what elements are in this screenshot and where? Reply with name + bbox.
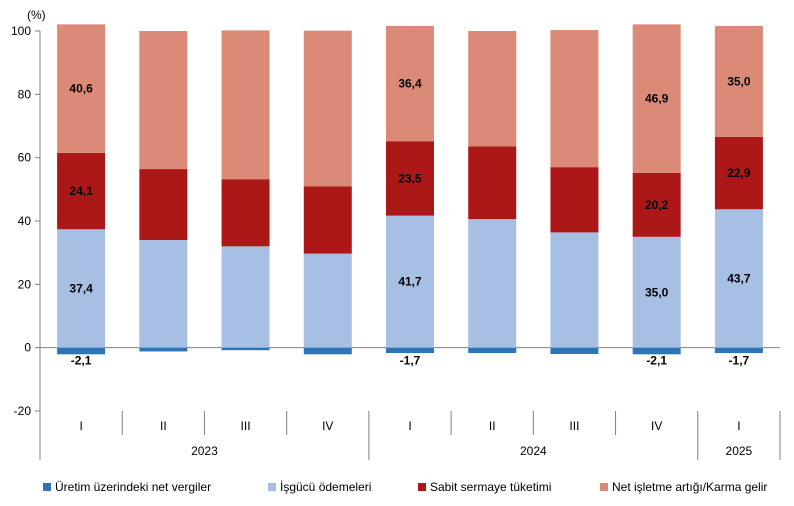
bar-segment-s2-6 <box>550 167 599 233</box>
bar-segment-s1-0 <box>57 229 106 348</box>
data-label: 35,0 <box>645 285 669 299</box>
y-unit-label: (%) <box>27 8 46 22</box>
x-tick-label: III <box>569 419 579 433</box>
x-tick-label: I <box>408 419 411 433</box>
data-label: 40,6 <box>69 82 93 96</box>
bar-layer <box>57 24 763 355</box>
data-label: 35,0 <box>727 74 751 88</box>
bar-segment-s1-5 <box>468 219 517 348</box>
legend-label: Net işletme artığı/Karma gelir <box>612 480 767 494</box>
data-label: -2,1 <box>71 354 92 368</box>
year-label: 2024 <box>520 444 547 458</box>
y-tick-label: 100 <box>11 24 31 38</box>
legend-swatch <box>43 483 51 491</box>
x-tick-label: I <box>79 419 82 433</box>
bar-segment-s2-4 <box>386 141 434 216</box>
bar-segment-s3-0 <box>57 24 106 153</box>
bar-segment-s1-8 <box>714 209 763 348</box>
bar-segment-s1-2 <box>221 246 270 348</box>
x-tick-label: II <box>160 419 167 433</box>
y-tick-label: 40 <box>18 214 32 228</box>
bar-segment-s1-4 <box>386 215 434 348</box>
y-tick-label: 0 <box>24 341 31 355</box>
legend-label: Sabit sermaye tüketimi <box>430 480 551 494</box>
x-tick-label: IV <box>651 419 662 433</box>
bar-segment-s2-3 <box>303 186 352 254</box>
bar-segment-s3-8 <box>714 25 763 137</box>
data-label: -1,7 <box>729 354 750 368</box>
data-label-layer: -2,1 -1,7 -2,1 -1,7 37,4 41,7 35,0 43,7 24,1 23,5… <box>69 74 750 367</box>
data-label: 37,4 <box>69 281 93 295</box>
y-tick-label: 80 <box>18 87 32 101</box>
bar-segment-s3-7 <box>632 24 681 173</box>
bar-segment-s2-1 <box>139 169 188 240</box>
data-label: 20,2 <box>645 198 669 212</box>
data-label: 23,5 <box>398 171 422 185</box>
x-tick-label: I <box>737 419 740 433</box>
bar-segment-s3-1 <box>139 31 188 170</box>
data-label: 36,4 <box>398 77 422 91</box>
data-label: 22,9 <box>727 166 751 180</box>
data-label: 24,1 <box>69 184 93 198</box>
bar-segment-s3-4 <box>386 25 434 142</box>
bar-segment-s2-8 <box>714 136 763 210</box>
bar-segment-s0-6 <box>550 347 599 354</box>
bar-segment-s0-8 <box>714 347 763 354</box>
bar-segment-s0-7 <box>632 347 681 355</box>
y-tick-label: 20 <box>18 277 32 291</box>
data-label: 41,7 <box>398 275 422 289</box>
legend: Üretim üzerindeki net vergiler İşgücü öde… <box>43 480 767 494</box>
year-label: 2023 <box>191 444 218 458</box>
bar-segment-s1-6 <box>550 232 599 348</box>
legend-label: İşgücü ödemeleri <box>280 480 371 494</box>
legend-swatch <box>418 483 426 491</box>
y-tick-label: 60 <box>18 151 32 165</box>
bar-segment-s3-3 <box>303 30 352 187</box>
bar-segment-s0-3 <box>303 347 352 355</box>
bar-segment-s3-5 <box>468 31 517 147</box>
bar-segment-s1-7 <box>632 236 681 348</box>
year-label: 2025 <box>726 444 753 458</box>
bar-segment-s2-7 <box>632 172 681 237</box>
bar-segment-s0-4 <box>386 347 434 354</box>
x-tick-label: II <box>489 419 496 433</box>
legend-label: Üretim üzerindeki net vergiler <box>55 480 211 494</box>
bar-segment-s0-5 <box>468 347 517 354</box>
bar-segment-s1-3 <box>303 253 352 348</box>
legend-swatch <box>268 483 276 491</box>
bar-segment-s0-1 <box>139 347 188 352</box>
bar-segment-s3-6 <box>550 30 599 168</box>
bar-segment-s3-2 <box>221 30 270 180</box>
data-label: 43,7 <box>727 271 751 285</box>
legend-swatch <box>600 483 608 491</box>
bar-segment-s0-0 <box>57 347 106 355</box>
bar-segment-s2-0 <box>57 152 106 230</box>
y-tick-label: -20 <box>14 404 32 418</box>
x-tick-label: IV <box>322 419 333 433</box>
bar-segment-s1-1 <box>139 240 188 348</box>
bar-segment-s0-2 <box>221 347 270 351</box>
data-label: -1,7 <box>400 354 421 368</box>
data-label: -2,1 <box>646 354 667 368</box>
bar-segment-s2-5 <box>468 146 517 220</box>
x-tick-label: III <box>241 419 251 433</box>
bar-segment-s2-2 <box>221 179 270 247</box>
data-label: 46,9 <box>645 92 669 106</box>
